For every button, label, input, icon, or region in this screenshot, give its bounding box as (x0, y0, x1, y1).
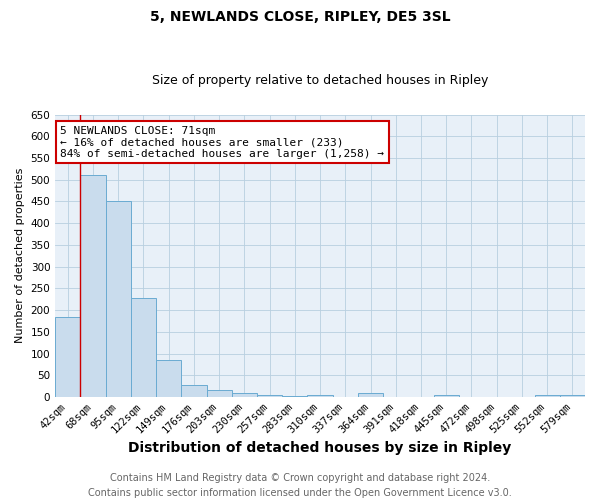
Bar (106, 202, 131, 397)
Text: 5, NEWLANDS CLOSE, RIPLEY, DE5 3SL: 5, NEWLANDS CLOSE, RIPLEY, DE5 3SL (149, 10, 451, 24)
Bar (131, 298, 156, 397)
Bar (257, 395, 282, 397)
Y-axis label: Number of detached properties: Number of detached properties (15, 168, 25, 344)
Title: Size of property relative to detached houses in Ripley: Size of property relative to detached ho… (152, 74, 488, 87)
Bar (560, 395, 585, 397)
Bar (282, 396, 307, 397)
Bar (535, 395, 560, 397)
Bar (156, 360, 181, 397)
Text: Contains HM Land Registry data © Crown copyright and database right 2024.
Contai: Contains HM Land Registry data © Crown c… (88, 472, 512, 498)
Bar (206, 390, 232, 397)
Bar (307, 395, 332, 397)
Bar (434, 395, 459, 397)
X-axis label: Distribution of detached houses by size in Ripley: Distribution of detached houses by size … (128, 441, 512, 455)
Bar (181, 386, 206, 397)
Bar (358, 393, 383, 397)
Bar (80, 176, 106, 397)
Bar (232, 393, 257, 397)
Bar (55, 318, 80, 397)
Text: 5 NEWLANDS CLOSE: 71sqm
← 16% of detached houses are smaller (233)
84% of semi-d: 5 NEWLANDS CLOSE: 71sqm ← 16% of detache… (61, 126, 385, 159)
